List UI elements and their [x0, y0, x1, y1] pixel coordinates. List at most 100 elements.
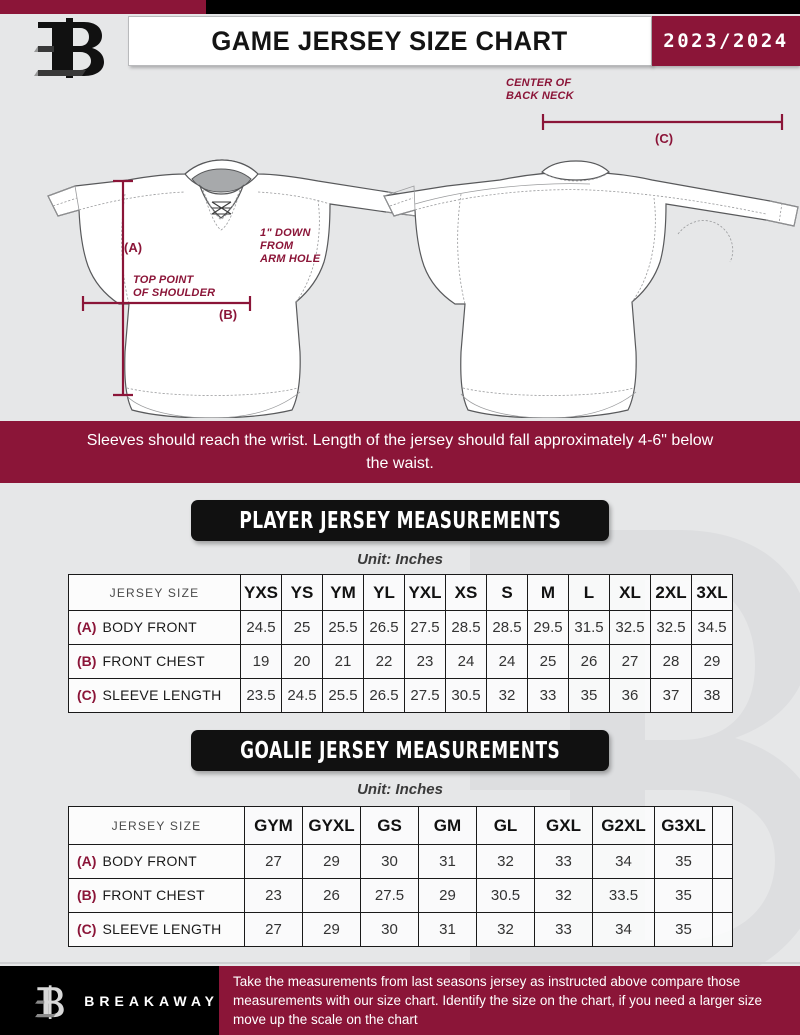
footer-divider	[0, 962, 800, 964]
page-footer: BREAKAWAY Take the measurements from las…	[0, 966, 800, 1035]
measurement-name: SLEEVE LENGTH	[102, 686, 222, 703]
measurement-cell: 29	[302, 844, 361, 879]
measurement-cell: 24.5	[240, 610, 282, 645]
measurement-cell: 32.5	[650, 610, 692, 645]
page-title: GAME JERSEY SIZE CHART	[211, 25, 569, 56]
size-column-header: YL	[363, 574, 405, 611]
size-column-header: GYM	[244, 806, 303, 845]
measurement-cell: 23	[244, 878, 303, 913]
measurement-cell: 20	[281, 644, 323, 679]
measurement-cell: 32	[476, 844, 535, 879]
player-measurements-table: JERSEY SIZE YXS YS YM YL YXL XS S M L XL 2XL 3XL (A) B…	[68, 574, 733, 713]
fit-note-banner: Sleeves should reach the wrist. Length o…	[0, 421, 800, 483]
measurement-cell: 24.5	[281, 678, 323, 713]
footer-instructions-block: Take the measurements from last seasons …	[219, 966, 800, 1035]
measurement-tag: (C)	[77, 920, 97, 937]
measurement-row-label: (A) BODY FRONT	[68, 844, 245, 879]
footer-instructions-text: Take the measurements from last seasons …	[233, 974, 763, 1027]
size-column-header: L	[568, 574, 610, 611]
breakaway-b-logo-icon	[34, 18, 104, 78]
measurement-cell: 31	[418, 844, 477, 879]
measurement-cell: 33	[527, 678, 569, 713]
top-accent-maroon	[0, 0, 206, 14]
table-row: (B) FRONT CHEST 23 26 27.5 29 30.5 32 33.5 35	[68, 878, 733, 913]
size-column-header: YXS	[240, 574, 282, 611]
measurement-cell: 27	[244, 912, 303, 947]
measurement-cell: 25	[527, 644, 569, 679]
annotation-1in-down-from-arm-hole: 1" DOWN FROM ARM HOLE	[260, 227, 321, 265]
measurement-cell: 31.5	[568, 610, 610, 645]
measurement-cell: 34.5	[691, 610, 733, 645]
measurement-tag: (B)	[77, 652, 97, 669]
measurement-tag: (A)	[77, 852, 97, 869]
size-column-header: GM	[418, 806, 477, 845]
measurement-cell: 34	[592, 844, 655, 879]
jersey-diagram-svg: .outl { fill:#fff; stroke:#58595b; strok…	[47, 114, 799, 418]
measurement-cell: 32.5	[609, 610, 651, 645]
measurement-cell: 31	[418, 912, 477, 947]
measurement-cell: 33.5	[592, 878, 655, 913]
front-dimension-lines	[81, 179, 252, 397]
size-column-header: G2XL	[592, 806, 655, 845]
measurement-tag: (A)	[77, 618, 97, 635]
measurement-cell: 26	[568, 644, 610, 679]
size-column-header: GYXL	[302, 806, 361, 845]
measurement-cell: 22	[363, 644, 405, 679]
measurement-cell: 35	[654, 878, 713, 913]
footer-brand-block: BREAKAWAY	[0, 966, 219, 1035]
table-row: (B) FRONT CHEST 19 20 21 22 23 24 24 25 26 27 28 29	[68, 644, 733, 679]
season-text: 2023/2024	[663, 30, 789, 52]
jersey-back-view	[383, 160, 799, 418]
measurement-cell: 27.5	[404, 610, 446, 645]
jersey-front-view	[47, 159, 421, 418]
measurement-cell: 32	[486, 678, 528, 713]
measurement-row-label: (A) BODY FRONT	[68, 610, 241, 645]
measurement-cell: 26.5	[363, 610, 405, 645]
size-column-header: 3XL	[691, 574, 733, 611]
measurement-cell: 28	[650, 644, 692, 679]
measurement-cell: 27.5	[404, 678, 446, 713]
measurement-cell: 29	[302, 912, 361, 947]
measurement-cell: 38	[691, 678, 733, 713]
measurement-cell: 21	[322, 644, 364, 679]
jersey-size-header: JERSEY SIZE	[68, 574, 241, 611]
size-column-header: GXL	[534, 806, 593, 845]
size-column-header: XL	[609, 574, 651, 611]
size-column-header: G3XL	[654, 806, 713, 845]
table-row: (C) SLEEVE LENGTH 27 29 30 31 32 33 34 35	[68, 912, 733, 947]
size-column-header: 2XL	[650, 574, 692, 611]
size-column-header: YM	[322, 574, 364, 611]
player-unit-label: Unit: Inches	[357, 551, 443, 568]
measurement-cell: 25.5	[322, 610, 364, 645]
size-column-header: S	[486, 574, 528, 611]
breakaway-b-logo-icon	[35, 984, 64, 1019]
measurement-cell: 27.5	[360, 878, 419, 913]
measurement-tag: (B)	[77, 886, 97, 903]
size-column-header-empty	[712, 806, 733, 845]
measurement-cell: 33	[534, 912, 593, 947]
measurement-cell: 36	[609, 678, 651, 713]
page-header: GAME JERSEY SIZE CHART 2023/2024	[0, 14, 800, 78]
measurement-cell: 29	[691, 644, 733, 679]
measurement-cell: 19	[240, 644, 282, 679]
dimension-label-a: (A)	[124, 240, 143, 255]
measurement-cell: 30	[360, 912, 419, 947]
season-badge: 2023/2024	[652, 16, 800, 66]
goalie-section-pill: GOALIE JERSEY MEASUREMENTS	[191, 730, 609, 771]
player-section-pill: PLAYER JERSEY MEASUREMENTS	[191, 500, 609, 541]
size-column-header: GL	[476, 806, 535, 845]
measurement-cell: 26.5	[363, 678, 405, 713]
measurement-cell: 35	[654, 844, 713, 879]
player-measurements-table-wrap: JERSEY SIZE YXS YS YM YL YXL XS S M L XL 2XL 3XL (A) B…	[68, 574, 733, 713]
measurement-cell: 35	[654, 912, 713, 947]
fit-note-text: Sleeves should reach the wrist. Length o…	[86, 432, 714, 472]
measurement-row-label: (B) FRONT CHEST	[68, 878, 245, 913]
measurement-name: FRONT CHEST	[102, 886, 206, 903]
jersey-size-header: JERSEY SIZE	[68, 806, 245, 845]
player-section-title: PLAYER JERSEY MEASUREMENTS	[239, 507, 561, 534]
annotation-center-of-back-neck: CENTER OF BACK NECK	[506, 77, 574, 102]
measurement-row-label: (C) SLEEVE LENGTH	[68, 678, 241, 713]
measurement-cell: 24	[445, 644, 487, 679]
table-header-row: JERSEY SIZE YXS YS YM YL YXL XS S M L XL 2XL 3XL	[68, 574, 733, 611]
